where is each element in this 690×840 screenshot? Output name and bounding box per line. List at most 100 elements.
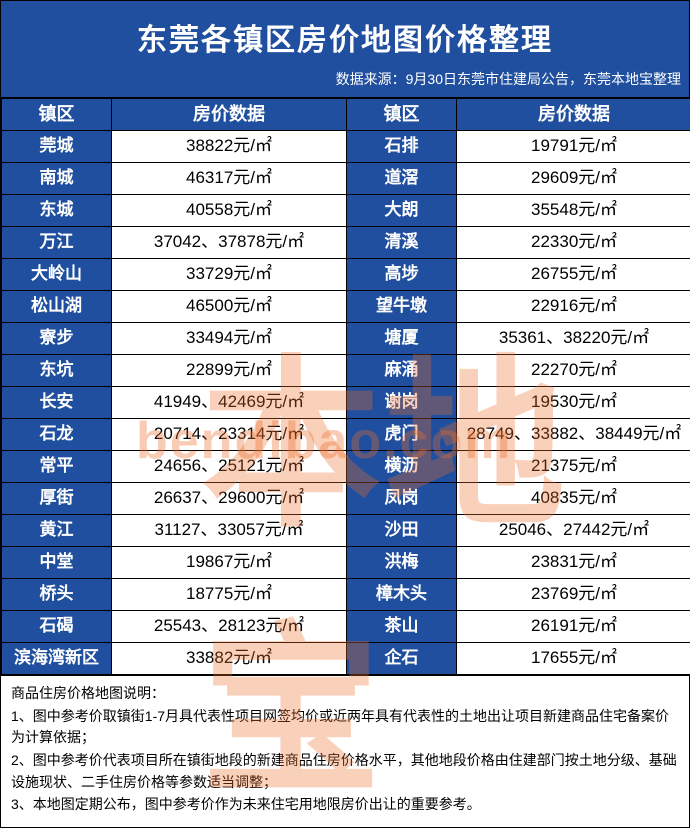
district-cell: 黄江 (2, 515, 112, 547)
district-cell: 沙田 (347, 515, 457, 547)
district-cell: 莞城 (2, 131, 112, 163)
price-cell: 24656、25121元/㎡ (112, 451, 347, 483)
price-cell: 22330元/㎡ (457, 227, 690, 259)
district-cell: 万江 (2, 227, 112, 259)
note-2: 2、图中参考价代表项目所在镇街地段的新建商品住房价格水平，其他地段价格由住建部门… (11, 750, 679, 793)
price-cell: 22270元/㎡ (457, 355, 690, 387)
table-row: 大岭山33729元/㎡高埗26755元/㎡ (2, 259, 690, 291)
notes-heading: 商品住房价格地图说明： (11, 683, 679, 705)
district-cell: 道滘 (347, 163, 457, 195)
district-cell: 松山湖 (2, 291, 112, 323)
col-header-district: 镇区 (347, 99, 457, 131)
table-row: 长安41949、42469元/㎡谢岗19530元/㎡ (2, 387, 690, 419)
district-cell: 东城 (2, 195, 112, 227)
price-cell: 21375元/㎡ (457, 451, 690, 483)
table-row: 东坑22899元/㎡麻涌22270元/㎡ (2, 355, 690, 387)
table-row: 寮步33494元/㎡塘厦35361、38220元/㎡ (2, 323, 690, 355)
price-cell: 22899元/㎡ (112, 355, 347, 387)
district-cell: 厚街 (2, 483, 112, 515)
district-cell: 中堂 (2, 547, 112, 579)
price-cell: 26191元/㎡ (457, 611, 690, 643)
note-1: 1、图中参考价取镇街1-7月具代表性项目网签均价或近两年具有代表性的土地出让项目… (11, 706, 679, 749)
price-cell: 25543、28123元/㎡ (112, 611, 347, 643)
district-cell: 高埗 (347, 259, 457, 291)
district-cell: 大朗 (347, 195, 457, 227)
district-cell: 横沥 (347, 451, 457, 483)
price-cell: 19530元/㎡ (457, 387, 690, 419)
district-cell: 樟木头 (347, 579, 457, 611)
table-row: 石龙20714、23314元/㎡虎门28749、33882、38449元/㎡ (2, 419, 690, 451)
col-header-district: 镇区 (2, 99, 112, 131)
table-row: 滨海湾新区33882元/㎡企石17655元/㎡ (2, 643, 690, 675)
table-row: 南城46317元/㎡道滘29609元/㎡ (2, 163, 690, 195)
price-cell: 40835元/㎡ (457, 483, 690, 515)
price-cell: 19867元/㎡ (112, 547, 347, 579)
table-row: 桥头18775元/㎡樟木头23769元/㎡ (2, 579, 690, 611)
price-cell: 41949、42469元/㎡ (112, 387, 347, 419)
price-cell: 17655元/㎡ (457, 643, 690, 675)
header-block: 东莞各镇区房价地图价格整理 数据来源：9月30日东莞市住建局公告，东莞本地宝整理 (1, 1, 689, 98)
price-cell: 35361、38220元/㎡ (457, 323, 690, 355)
table-row: 松山湖46500元/㎡望牛墩22916元/㎡ (2, 291, 690, 323)
page-title: 东莞各镇区房价地图价格整理 (9, 15, 681, 59)
district-cell: 清溪 (347, 227, 457, 259)
district-cell: 望牛墩 (347, 291, 457, 323)
table-row: 中堂19867元/㎡洪梅23831元/㎡ (2, 547, 690, 579)
price-cell: 19791元/㎡ (457, 131, 690, 163)
district-cell: 茶山 (347, 611, 457, 643)
notes-block: 商品住房价格地图说明： 1、图中参考价取镇街1-7月具代表性项目网签均价或近两年… (1, 675, 689, 827)
table-row: 黄江31127、33057元/㎡沙田25046、27442元/㎡ (2, 515, 690, 547)
table-row: 莞城38822元/㎡石排19791元/㎡ (2, 131, 690, 163)
table-row: 东城40558元/㎡大朗35548元/㎡ (2, 195, 690, 227)
district-cell: 石碣 (2, 611, 112, 643)
price-cell: 38822元/㎡ (112, 131, 347, 163)
price-cell: 22916元/㎡ (457, 291, 690, 323)
note-3: 3、本地图定期公布，图中参考价作为未来住宅用地限房价出让的重要参考。 (11, 794, 679, 816)
price-cell: 33882元/㎡ (112, 643, 347, 675)
district-cell: 石龙 (2, 419, 112, 451)
price-cell: 23769元/㎡ (457, 579, 690, 611)
price-cell: 40558元/㎡ (112, 195, 347, 227)
price-cell: 26637、29600元/㎡ (112, 483, 347, 515)
district-cell: 桥头 (2, 579, 112, 611)
document-container: 东莞各镇区房价地图价格整理 数据来源：9月30日东莞市住建局公告，东莞本地宝整理… (0, 0, 690, 828)
district-cell: 麻涌 (347, 355, 457, 387)
price-cell: 29609元/㎡ (457, 163, 690, 195)
district-cell: 大岭山 (2, 259, 112, 291)
price-cell: 18775元/㎡ (112, 579, 347, 611)
price-cell: 28749、33882、38449元/㎡ (457, 419, 690, 451)
district-cell: 塘厦 (347, 323, 457, 355)
price-cell: 31127、33057元/㎡ (112, 515, 347, 547)
district-cell: 虎门 (347, 419, 457, 451)
district-cell: 企石 (347, 643, 457, 675)
price-cell: 33494元/㎡ (112, 323, 347, 355)
district-cell: 凤岗 (347, 483, 457, 515)
price-cell: 37042、37878元/㎡ (112, 227, 347, 259)
price-table: 镇区 房价数据 镇区 房价数据 莞城38822元/㎡石排19791元/㎡南城46… (1, 98, 690, 675)
price-cell: 33729元/㎡ (112, 259, 347, 291)
table-header-row: 镇区 房价数据 镇区 房价数据 (2, 99, 690, 131)
col-header-price: 房价数据 (112, 99, 347, 131)
table-row: 石碣25543、28123元/㎡茶山26191元/㎡ (2, 611, 690, 643)
table-row: 万江37042、37878元/㎡清溪22330元/㎡ (2, 227, 690, 259)
price-cell: 20714、23314元/㎡ (112, 419, 347, 451)
table-row: 厚街26637、29600元/㎡凤岗40835元/㎡ (2, 483, 690, 515)
district-cell: 东坑 (2, 355, 112, 387)
district-cell: 洪梅 (347, 547, 457, 579)
district-cell: 常平 (2, 451, 112, 483)
price-cell: 35548元/㎡ (457, 195, 690, 227)
district-cell: 谢岗 (347, 387, 457, 419)
price-cell: 23831元/㎡ (457, 547, 690, 579)
price-cell: 46500元/㎡ (112, 291, 347, 323)
price-cell: 25046、27442元/㎡ (457, 515, 690, 547)
district-cell: 长安 (2, 387, 112, 419)
table-row: 常平24656、25121元/㎡横沥21375元/㎡ (2, 451, 690, 483)
district-cell: 寮步 (2, 323, 112, 355)
price-cell: 46317元/㎡ (112, 163, 347, 195)
col-header-price: 房价数据 (457, 99, 690, 131)
data-source-line: 数据来源：9月30日东莞市住建局公告，东莞本地宝整理 (9, 69, 681, 89)
price-cell: 26755元/㎡ (457, 259, 690, 291)
district-cell: 石排 (347, 131, 457, 163)
district-cell: 南城 (2, 163, 112, 195)
district-cell: 滨海湾新区 (2, 643, 112, 675)
